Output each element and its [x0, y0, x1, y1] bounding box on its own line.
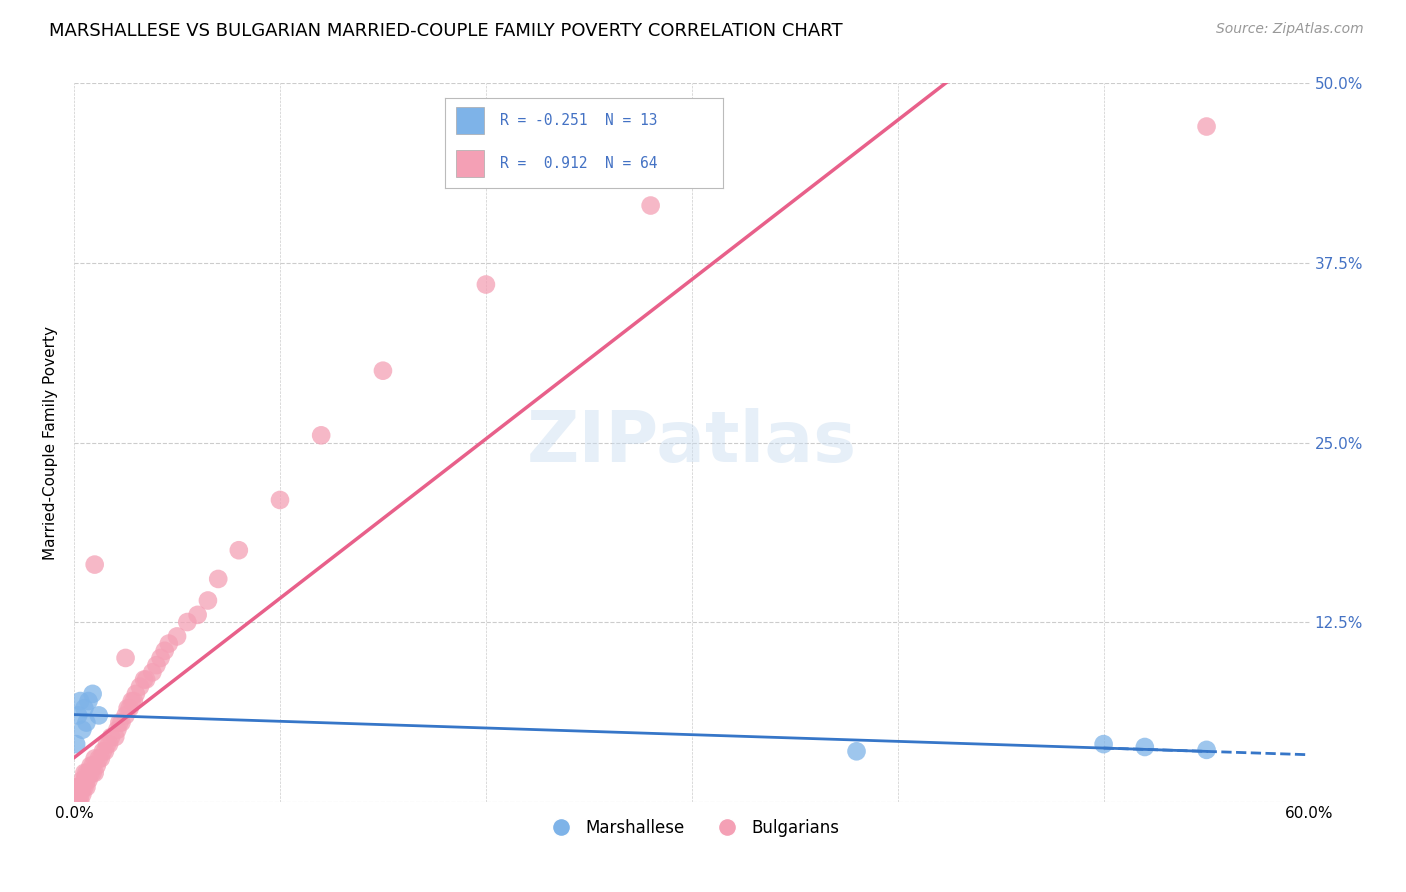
Point: [125, 687, 148, 701]
Point: [67, 780, 90, 795]
Point: [75, 765, 97, 780]
Point: [141, 665, 163, 680]
Point: [309, 428, 332, 442]
Text: MARSHALLESE VS BULGARIAN MARRIED-COUPLE FAMILY POVERTY CORRELATION CHART: MARSHALLESE VS BULGARIAN MARRIED-COUPLE …: [49, 22, 842, 40]
Point: [269, 492, 291, 507]
Legend: Marshallese, Bulgarians: Marshallese, Bulgarians: [537, 813, 846, 844]
Point: [149, 651, 172, 665]
Point: [87, 708, 110, 723]
Point: [67, 788, 90, 802]
Point: [122, 694, 145, 708]
Point: [73, 780, 96, 795]
Point: [176, 615, 198, 629]
Point: [69, 795, 91, 809]
Point: [108, 715, 131, 730]
Point: [79, 758, 101, 772]
Point: [73, 765, 96, 780]
Point: [197, 593, 219, 607]
Point: [79, 765, 101, 780]
Point: [371, 364, 394, 378]
Point: [129, 680, 152, 694]
Point: [475, 277, 498, 292]
Point: [153, 644, 176, 658]
Point: [96, 737, 118, 751]
Point: [228, 543, 250, 558]
Point: [132, 673, 155, 687]
Point: [114, 708, 136, 723]
Point: [77, 772, 100, 787]
Point: [83, 558, 105, 572]
Point: [105, 723, 128, 737]
Point: [65, 788, 87, 802]
Y-axis label: Married-Couple Family Poverty: Married-Couple Family Poverty: [44, 326, 58, 559]
Point: [72, 723, 94, 737]
Point: [82, 687, 104, 701]
Point: [72, 780, 94, 795]
Point: [75, 772, 97, 787]
Point: [69, 788, 91, 802]
Point: [640, 198, 662, 212]
Point: [100, 730, 122, 744]
Point: [65, 737, 87, 751]
Point: [72, 788, 94, 802]
Point: [114, 651, 136, 665]
Point: [73, 701, 96, 715]
Point: [157, 637, 180, 651]
Point: [69, 780, 91, 795]
Point: [73, 772, 96, 787]
Point: [83, 765, 105, 780]
Point: [1133, 739, 1156, 754]
Point: [187, 607, 209, 622]
Point: [65, 795, 87, 809]
Point: [90, 751, 112, 765]
Point: [72, 772, 94, 787]
Point: [1195, 743, 1218, 757]
Point: [77, 765, 100, 780]
Point: [82, 765, 104, 780]
Text: ZIPatlas: ZIPatlas: [527, 408, 856, 477]
Point: [145, 658, 167, 673]
Point: [121, 694, 143, 708]
Point: [98, 737, 121, 751]
Point: [94, 744, 117, 758]
Point: [65, 780, 87, 795]
Point: [75, 780, 97, 795]
Point: [117, 701, 139, 715]
Point: [104, 730, 127, 744]
Point: [67, 795, 90, 809]
Point: [91, 744, 114, 758]
Point: [135, 673, 157, 687]
Point: [77, 694, 100, 708]
Point: [75, 715, 97, 730]
Point: [207, 572, 229, 586]
Point: [86, 758, 108, 772]
Point: [67, 708, 90, 723]
Point: [83, 751, 105, 765]
Point: [87, 751, 110, 765]
Point: [1092, 737, 1115, 751]
Point: [166, 629, 188, 643]
Point: [69, 694, 91, 708]
Point: [845, 744, 868, 758]
Point: [1195, 120, 1218, 134]
Point: [110, 715, 132, 730]
Text: Source: ZipAtlas.com: Source: ZipAtlas.com: [1216, 22, 1364, 37]
Point: [82, 758, 104, 772]
Point: [118, 701, 141, 715]
